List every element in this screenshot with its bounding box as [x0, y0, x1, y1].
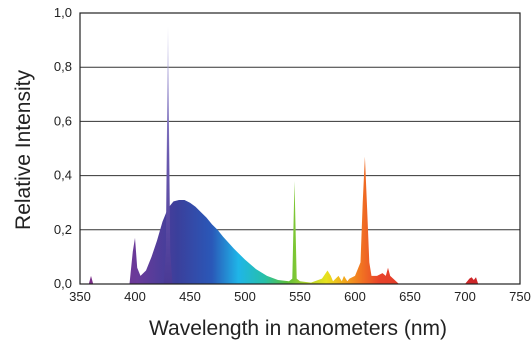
y-axis-ticks: 0,0 0,2 0,4 0,6 0,8 1,0: [54, 5, 72, 291]
x-tick-label: 700: [454, 289, 476, 304]
x-axis-title: Wavelength in nanometers (nm): [149, 317, 447, 340]
y-tick-label: 0,8: [54, 59, 72, 74]
mercury-peak-area: [163, 26, 173, 285]
x-tick-label: 650: [399, 289, 421, 304]
y-tick-label: 0,0: [54, 276, 72, 291]
plot-frame: [79, 12, 521, 285]
y-axis-title: Relative Intensity: [12, 70, 35, 230]
x-tick-label: 350: [69, 289, 91, 304]
x-axis-ticks: 350 400 450 500 550 600 650 700 750: [69, 289, 531, 304]
x-tick-label: 500: [234, 289, 256, 304]
y-tick-label: 1,0: [54, 5, 72, 20]
x-tick-label: 600: [344, 289, 366, 304]
gridlines: [80, 66, 520, 231]
y-tick-label: 0,6: [54, 113, 72, 128]
x-tick-label: 450: [179, 289, 201, 304]
x-tick-label: 550: [289, 289, 311, 304]
spectrum-series: [80, 26, 520, 285]
y-tick-label: 0,2: [54, 222, 72, 237]
spectrum-area: [80, 156, 520, 284]
y-tick-label: 0,4: [54, 168, 72, 183]
x-tick-label: 750: [509, 289, 531, 304]
x-tick-label: 400: [124, 289, 146, 304]
